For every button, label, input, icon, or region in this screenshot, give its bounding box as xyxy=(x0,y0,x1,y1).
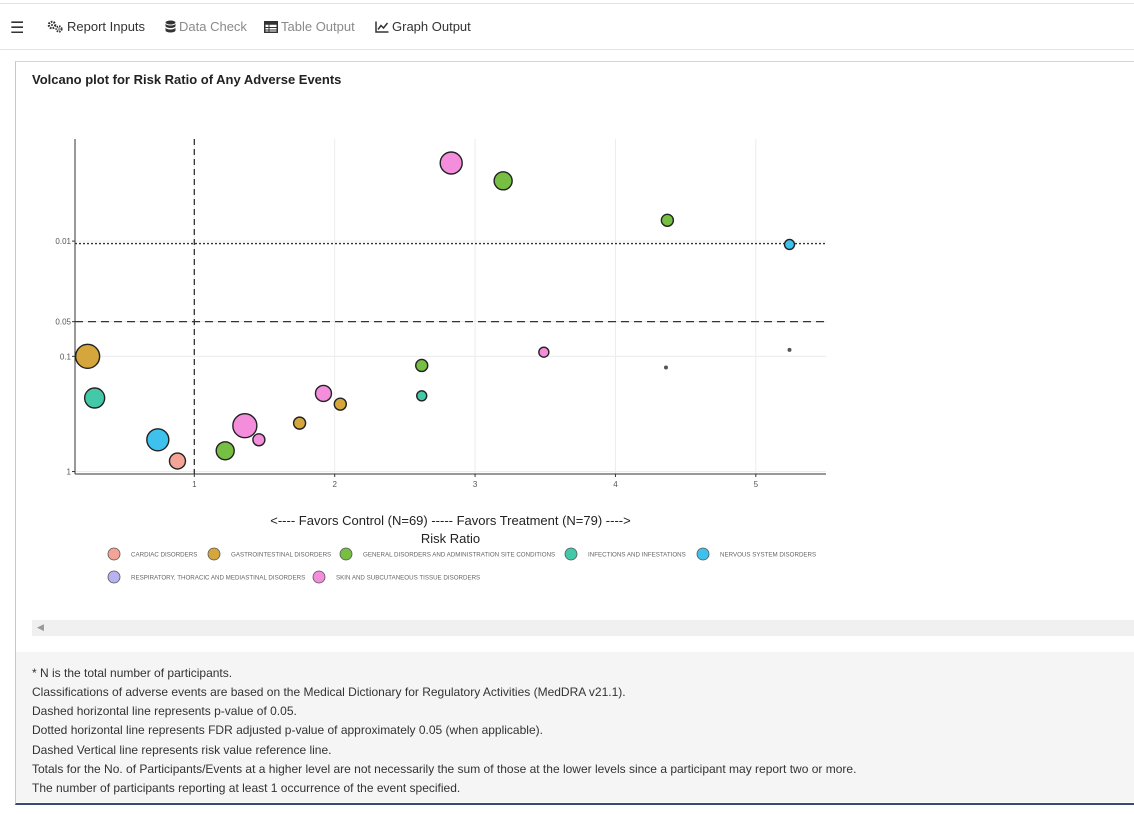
hamburger-icon[interactable]: ☰ xyxy=(10,20,25,37)
legend-swatch xyxy=(339,547,353,561)
x-axis-label-favors: <---- Favors Control (N=69) ----- Favors… xyxy=(270,513,630,528)
footnote: Dashed Vertical line represents risk val… xyxy=(32,743,332,757)
tab-report-inputs-label: Report Inputs xyxy=(67,19,146,34)
data-point xyxy=(252,433,266,447)
tab-report-inputs[interactable]: Report Inputs xyxy=(47,19,145,34)
legend-swatch xyxy=(207,547,221,561)
y-tick-label: 0.01 xyxy=(55,237,71,246)
plot-card: Volcano plot for Risk Ratio of Any Adver… xyxy=(15,61,1134,805)
data-point xyxy=(415,358,429,373)
data-point xyxy=(168,452,187,470)
data-point xyxy=(660,213,675,228)
horizontal-scrollbar[interactable]: ◀ xyxy=(32,620,1134,636)
footnote: Classifications of adverse events are ba… xyxy=(32,685,626,699)
footnote: * N is the total number of participants. xyxy=(32,666,233,680)
legend: CARDIAC DISORDERS GASTROINTESTINAL DISORD… xyxy=(107,547,816,584)
footnote: The number of participants reporting at … xyxy=(32,781,461,795)
card-title: Volcano plot for Risk Ratio of Any Adver… xyxy=(32,72,342,87)
y-tick-label: 0.05 xyxy=(55,318,71,327)
plot-grid xyxy=(75,139,826,474)
top-border xyxy=(0,3,1134,4)
tab-graph-output-label: Graph Output xyxy=(392,19,471,34)
data-point xyxy=(783,238,796,251)
tab-table-output-label: Table Output xyxy=(281,19,355,34)
legend-label: INFECTIONS AND INFESTATIONS xyxy=(588,552,686,559)
legend-label: GENERAL DISORDERS AND ADMINISTRATION SIT… xyxy=(363,552,555,559)
data-point xyxy=(538,346,550,358)
plot-axes xyxy=(72,139,826,477)
footnotes: * N is the total number of participants.… xyxy=(16,652,1134,802)
legend-label: RESPIRATORY, THORACIC AND MEDIASTINAL DI… xyxy=(131,575,305,582)
legend-swatch xyxy=(564,547,578,561)
tab-data-check-label: Data Check xyxy=(179,19,247,34)
footnote: Dotted horizontal line represents FDR ad… xyxy=(32,723,543,737)
x-tick-label: 3 xyxy=(473,480,478,489)
data-points xyxy=(74,151,796,470)
x-tick-label: 4 xyxy=(613,480,618,489)
legend-swatch xyxy=(107,570,121,584)
data-point xyxy=(663,365,668,370)
volcano-plot: 1 2 3 4 5 0.01 0.05 0.1 1 <---- Favors Control (… xyxy=(55,139,826,584)
legend-swatch xyxy=(696,547,710,561)
legend-label: SKIN AND SUBCUTANEOUS TISSUE DISORDERS xyxy=(336,575,480,582)
tab-table-output[interactable]: Table Output xyxy=(264,19,355,34)
data-point xyxy=(146,428,170,452)
scroll-left-icon[interactable]: ◀ xyxy=(37,622,44,632)
data-point xyxy=(232,413,258,439)
navbar: ☰ Report Inputs Data Check Table Output xyxy=(0,4,1134,50)
data-point xyxy=(83,387,106,409)
data-point xyxy=(74,343,101,370)
legend-label: GASTROINTESTINAL DISORDERS xyxy=(231,552,331,559)
y-tick-label: 0.1 xyxy=(60,352,72,361)
data-point xyxy=(314,384,333,403)
footnote: Dashed horizontal line represents p-valu… xyxy=(32,704,297,718)
x-tick-label: 2 xyxy=(332,480,337,489)
gears-icon xyxy=(47,20,63,33)
data-point xyxy=(416,390,428,402)
x-tick-label: 5 xyxy=(754,480,759,489)
y-tick-label: 1 xyxy=(67,468,72,477)
x-axis-label-risk-ratio: Risk Ratio xyxy=(421,531,480,546)
tick-labels: 1 2 3 4 5 0.01 0.05 0.1 1 xyxy=(55,237,758,489)
table-icon xyxy=(264,20,278,33)
legend-label: CARDIAC DISORDERS xyxy=(131,552,197,559)
legend-swatch xyxy=(312,570,326,584)
legend-label: NERVOUS SYSTEM DISORDERS xyxy=(720,552,816,559)
database-icon xyxy=(165,20,176,33)
data-point xyxy=(333,397,348,411)
x-tick-label: 1 xyxy=(192,480,197,489)
data-point xyxy=(292,416,307,430)
legend-swatch xyxy=(107,547,121,561)
data-point xyxy=(493,171,513,191)
footnote: Totals for the No. of Participants/Event… xyxy=(32,762,857,776)
tab-data-check[interactable]: Data Check xyxy=(165,19,247,34)
reference-lines xyxy=(75,139,826,474)
tab-graph-output[interactable]: Graph Output xyxy=(375,19,471,34)
data-point xyxy=(787,347,792,352)
line-chart-icon xyxy=(375,21,389,33)
data-point xyxy=(439,151,463,175)
data-point xyxy=(215,441,235,461)
